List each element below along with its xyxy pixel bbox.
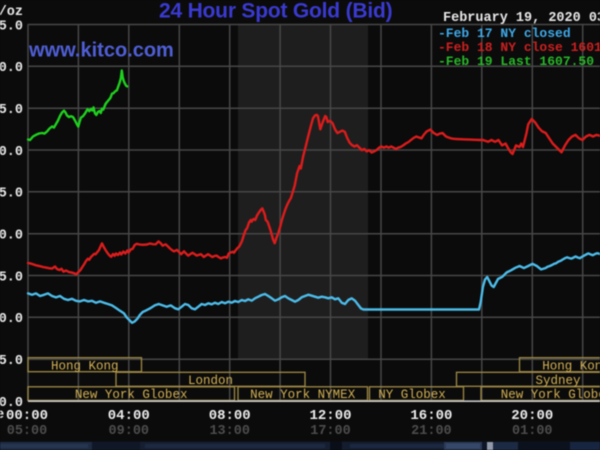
svg-text:1575.0: 1575.0: [0, 354, 23, 369]
svg-text:www.kitco.com: www.kitco.com: [28, 40, 174, 62]
svg-text:New York NYMEX: New York NYMEX: [250, 388, 356, 402]
svg-text:me: me: [0, 408, 4, 423]
svg-text:Sydney: Sydney: [535, 374, 581, 388]
svg-text:1610.0: 1610.0: [0, 61, 23, 76]
svg-text:09:00: 09:00: [109, 424, 150, 439]
svg-text:1605.0: 1605.0: [0, 103, 23, 118]
svg-text:1590.0: 1590.0: [0, 229, 23, 244]
svg-text:1600.0: 1600.0: [0, 145, 23, 160]
svg-text:1570.0: 1570.0: [0, 396, 23, 411]
svg-text:London: London: [188, 374, 233, 388]
svg-text:01:00: 01:00: [512, 424, 553, 439]
svg-text:12:00: 12:00: [309, 408, 351, 424]
svg-text:-Feb 17 NY closed: -Feb 17 NY closed: [438, 26, 571, 41]
svg-text:1580.0: 1580.0: [0, 312, 23, 327]
svg-text:08:00: 08:00: [209, 408, 251, 424]
svg-text:05:00: 05:00: [7, 424, 48, 439]
svg-text:1585.0: 1585.0: [0, 270, 23, 285]
svg-text:04:00: 04:00: [108, 408, 150, 424]
svg-text:21:00: 21:00: [411, 424, 452, 439]
svg-text:13:00: 13:00: [209, 424, 250, 439]
svg-text:-Feb 19 Last 1607.50: -Feb 19 Last 1607.50: [438, 54, 594, 69]
svg-text:17:00: 17:00: [310, 424, 351, 439]
svg-text:New York Globex: New York Globex: [501, 388, 600, 402]
svg-text:20:00: 20:00: [511, 408, 553, 424]
svg-text:February 19, 2020 03:14: February 19, 2020 03:14: [443, 11, 600, 26]
svg-text:$/oz: $/oz: [0, 5, 23, 20]
svg-text:1615.0: 1615.0: [0, 19, 23, 34]
svg-text:00:00: 00:00: [6, 408, 48, 424]
svg-text:-Feb 18 NY close 1601.80: -Feb 18 NY close 1601.80: [438, 40, 600, 55]
svg-text:24 Hour Spot Gold (Bid): 24 Hour Spot Gold (Bid): [159, 0, 392, 23]
svg-text:Hong Kong: Hong Kong: [51, 359, 119, 373]
svg-text:New York Globex: New York Globex: [75, 388, 188, 402]
svg-text:1595.0: 1595.0: [0, 187, 23, 202]
svg-text:Hong Kong: Hong Kong: [542, 359, 600, 373]
svg-text:NY Globex: NY Globex: [378, 388, 446, 402]
svg-text:16:00: 16:00: [410, 408, 452, 424]
